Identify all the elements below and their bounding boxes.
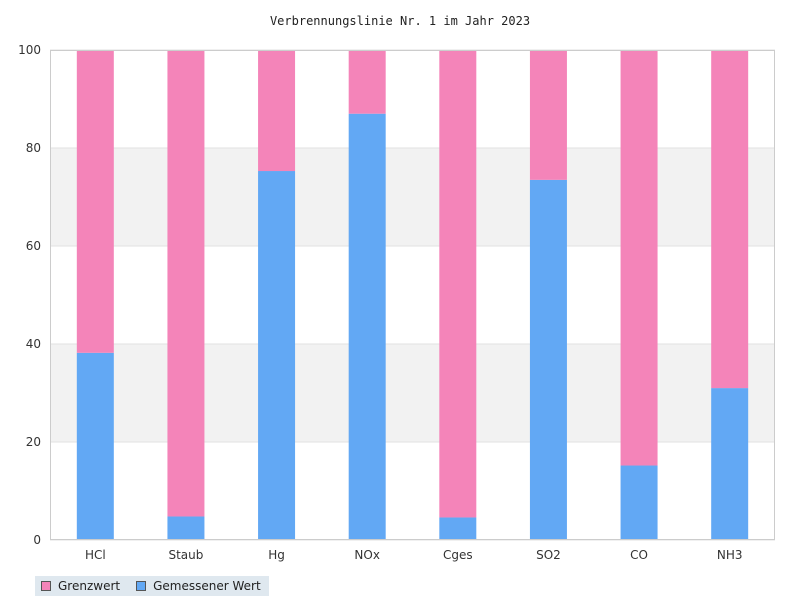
x-tick-label: NH3 xyxy=(717,548,743,562)
bar-grenzwert-so2[interactable] xyxy=(529,50,567,180)
legend: Grenzwert Gemessener Wert xyxy=(35,576,269,596)
x-tick-label: CO xyxy=(630,548,648,562)
chart-title: Verbrennungslinie Nr. 1 im Jahr 2023 xyxy=(269,14,531,28)
x-tick-label: Cges xyxy=(443,548,473,562)
x-tick-label: HCl xyxy=(85,548,106,562)
legend-label-gemessener-wert: Gemessener Wert xyxy=(153,579,261,593)
legend-swatch-grenzwert xyxy=(41,581,51,591)
y-tick-label: 100 xyxy=(18,43,41,57)
y-tick-label: 40 xyxy=(26,337,41,351)
legend-item-gemessener-wert[interactable]: Gemessener Wert xyxy=(136,579,261,593)
grid-band xyxy=(50,148,775,246)
grid-band xyxy=(50,344,775,442)
x-tick-label: SO2 xyxy=(536,548,561,562)
x-tick-label: Staub xyxy=(168,548,203,562)
bar-grenzwert-hcl[interactable] xyxy=(76,50,114,353)
bar-grenzwert-nox[interactable] xyxy=(348,50,386,114)
bar-gemessener-wert-hg[interactable] xyxy=(258,171,296,540)
bar-gemessener-wert-cges[interactable] xyxy=(439,517,477,540)
y-tick-label: 0 xyxy=(33,533,41,547)
y-tick-label: 80 xyxy=(26,141,41,155)
bar-gemessener-wert-nh3[interactable] xyxy=(711,388,749,540)
bar-grenzwert-hg[interactable] xyxy=(258,50,296,172)
legend-label-grenzwert: Grenzwert xyxy=(58,579,121,593)
bar-grenzwert-cges[interactable] xyxy=(439,50,477,518)
x-tick-label: NOx xyxy=(354,548,380,562)
legend-item-grenzwert[interactable]: Grenzwert xyxy=(41,579,120,593)
y-tick-label: 20 xyxy=(26,435,41,449)
stacked-bar-chart: 0 20 40 60 80 100 HCl Staub Hg NOx Cges SO2 CO NH3 xyxy=(18,43,775,562)
bar-gemessener-wert-co[interactable] xyxy=(620,465,658,540)
plot-frame xyxy=(50,50,775,540)
bar-grenzwert-nh3[interactable] xyxy=(711,50,749,389)
bar-gemessener-wert-so2[interactable] xyxy=(529,179,567,540)
legend-swatch-gemessener-wert xyxy=(136,581,147,591)
bar-gemessener-wert-staub[interactable] xyxy=(167,516,205,540)
bar-gemessener-wert-hcl[interactable] xyxy=(76,352,114,540)
bar-gemessener-wert-nox[interactable] xyxy=(348,113,386,540)
bar-grenzwert-co[interactable] xyxy=(620,50,658,466)
y-tick-label: 60 xyxy=(26,239,41,253)
x-tick-label: Hg xyxy=(268,548,285,562)
bar-grenzwert-staub[interactable] xyxy=(167,50,205,517)
